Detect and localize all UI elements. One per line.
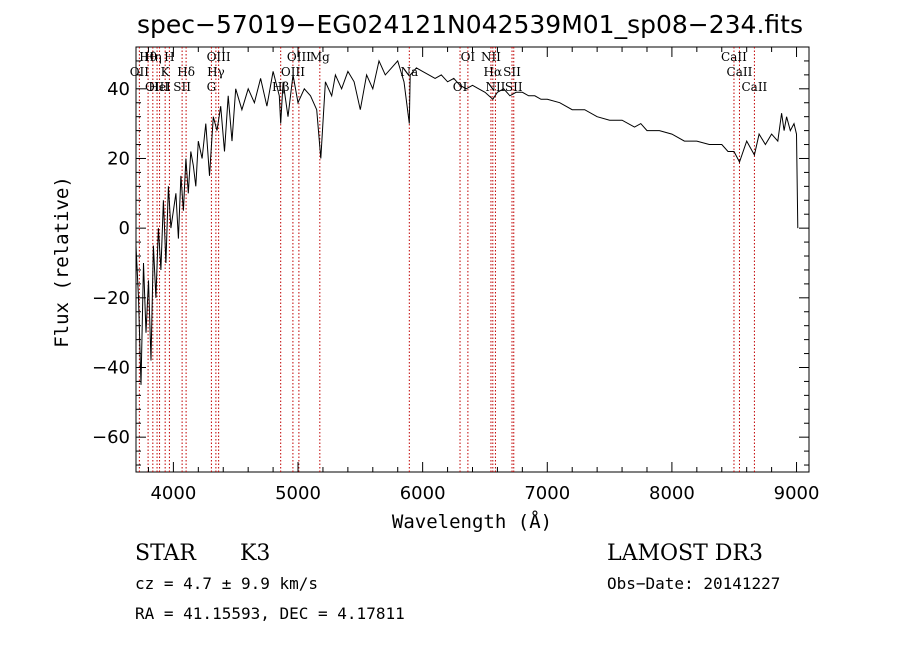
line-label-11: G	[207, 80, 217, 94]
line-label-16: Na	[400, 65, 418, 79]
x-tick-label: 5000	[275, 483, 321, 504]
line-label-18: OI	[461, 50, 476, 64]
x-axis-label: Wavelength (Å)	[392, 510, 552, 533]
line-label-23: SII	[505, 80, 523, 94]
line-label-9: OIII	[207, 50, 231, 64]
chart-title: spec−57019−EG024121N042539M01_sp08−234.f…	[137, 10, 803, 39]
spectral-line-markers	[138, 47, 755, 472]
plot-frame	[135, 46, 810, 473]
line-label-12: OIII	[287, 50, 311, 64]
line-label-21: NII	[481, 50, 501, 64]
line-label-1: OII	[130, 65, 150, 79]
observation-date: Obs−Date: 20141227	[607, 574, 780, 593]
line-label-22: SII	[503, 65, 521, 79]
x-tick-label: 9000	[774, 483, 820, 504]
line-label-19: Hα	[484, 65, 503, 79]
redshift-velocity: cz = 4.7 ± 9.9 km/s	[135, 574, 318, 593]
line-label-3: Hη	[144, 50, 162, 64]
line-label-15: Mg	[310, 50, 330, 64]
x-tick-label: 7000	[524, 483, 570, 504]
line-label-14: Hβ	[272, 80, 289, 94]
line-label-24: CaII	[721, 50, 747, 64]
y-tick-label: 0	[119, 218, 130, 239]
line-label-26: CaII	[741, 80, 767, 94]
line-label-20: NII	[485, 80, 505, 94]
line-label-8: SII	[173, 80, 191, 94]
x-axis: 4000 5000 6000 7000 8000 9000	[147, 47, 820, 504]
line-label-5: HeI	[148, 80, 171, 94]
line-label-13: OIII	[281, 65, 305, 79]
x-tick-label: 6000	[400, 483, 446, 504]
x-tick-label: 4000	[150, 483, 196, 504]
coordinates: RA = 41.15593, DEC = 4.17811	[135, 604, 405, 623]
y-tick-label: −20	[92, 288, 130, 309]
y-axis: −60 −40 −20 0 20 40	[92, 60, 809, 466]
object-subclass: K3	[240, 541, 270, 566]
line-label-6: H	[164, 50, 174, 64]
line-label-2: OIII	[145, 80, 169, 94]
line-label-10: Hγ	[207, 65, 225, 79]
y-tick-label: −40	[92, 357, 130, 378]
line-label-17: OI	[453, 80, 468, 94]
spectrum-series-line	[135, 59, 799, 385]
y-tick-label: −60	[92, 427, 130, 448]
y-axis-label: Flux (relative)	[51, 176, 73, 348]
line-label-25: CaII	[727, 65, 753, 79]
line-label-0: Hθ	[139, 50, 157, 64]
survey-name: LAMOST DR3	[607, 541, 763, 566]
line-label-4: K	[161, 65, 171, 79]
y-tick-label: 20	[107, 148, 130, 169]
line-label-7: Hδ	[177, 65, 195, 79]
y-tick-label: 40	[107, 79, 130, 100]
object-class: STAR	[135, 541, 197, 566]
x-tick-label: 8000	[649, 483, 695, 504]
